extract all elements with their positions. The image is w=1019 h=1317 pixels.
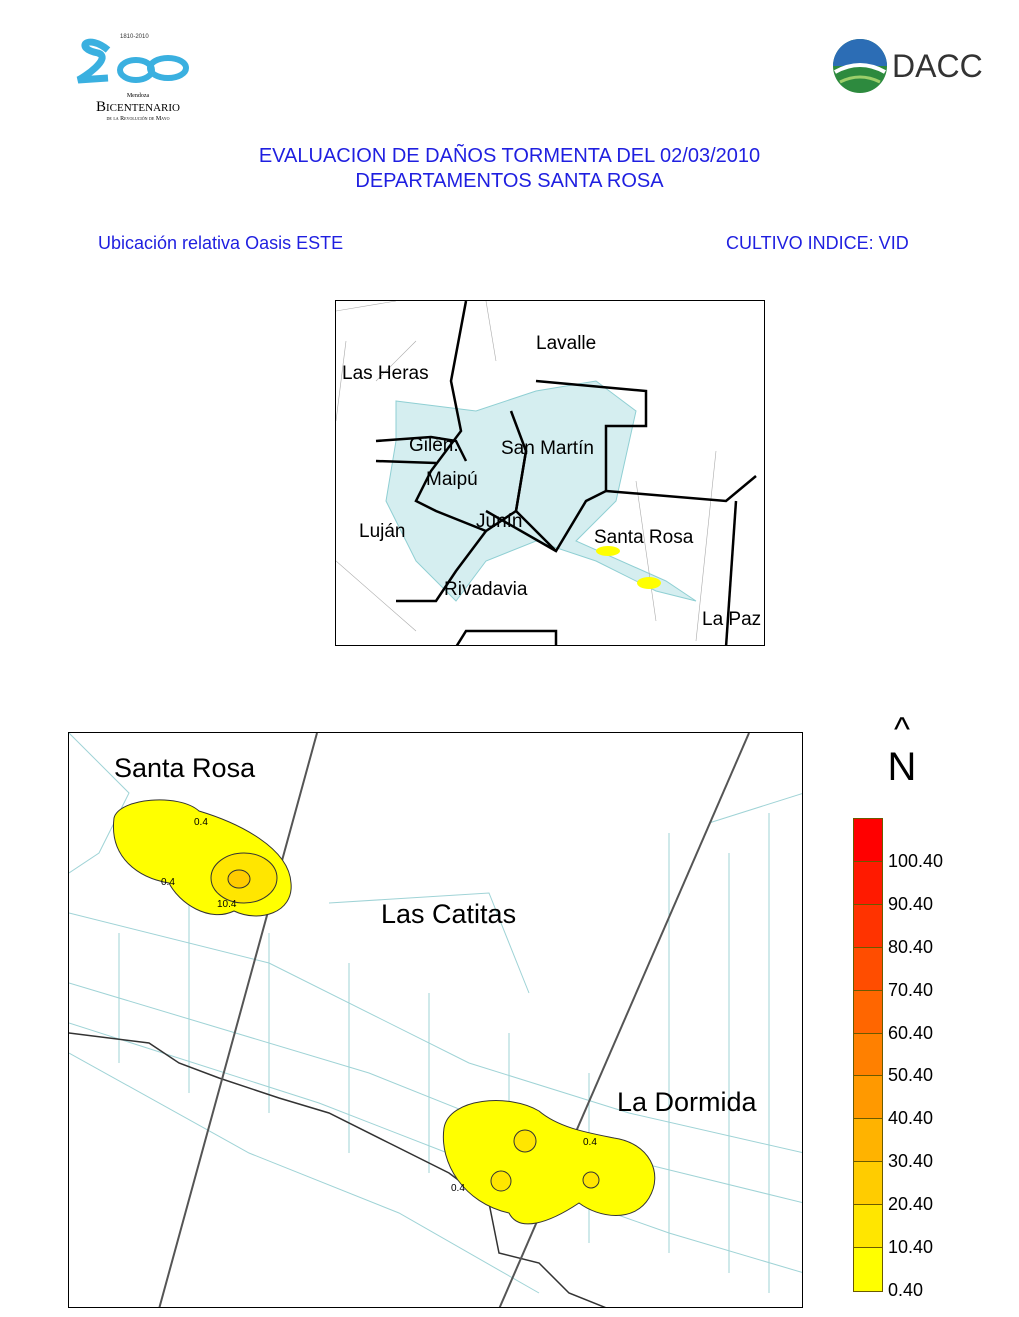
dacc-globe-icon [833, 39, 887, 93]
legend-swatch [854, 1076, 882, 1120]
inset-label-san-martin: San Martín [501, 438, 594, 459]
bicentenario-logo: 1810-2010 Mendoza Bicentenario de la Rev… [68, 28, 208, 123]
map-label-santa-rosa: Santa Rosa [114, 753, 256, 783]
legend-label: 20.40 [888, 1194, 934, 1215]
legend-label: 0.40 [888, 1280, 924, 1300]
legend-swatch [854, 1162, 882, 1206]
inset-label-junin: Junín [476, 511, 523, 532]
legend-swatch [854, 904, 882, 948]
contour-label: 0.4 [583, 1137, 597, 1148]
contour-label: 0.4 [194, 817, 208, 828]
legend-label: 90.40 [888, 893, 934, 914]
legend-label: 50.40 [888, 1065, 934, 1086]
subtitle-crop: CULTIVO INDICE: VID [726, 233, 909, 253]
legend-label: 60.40 [888, 1022, 934, 1043]
contour-label: 10.4 [217, 899, 237, 910]
inset-label-lavalle: Lavalle [536, 333, 597, 354]
north-letter: N [887, 745, 917, 789]
svg-text:1810-2010: 1810-2010 [120, 34, 149, 40]
logo-text-mendoza: Mendoza [126, 93, 150, 99]
legend-label: 70.40 [888, 979, 934, 1000]
legend-label: 100.40 [888, 850, 944, 871]
contour-label: 0.4 [161, 877, 175, 888]
legend-swatch [854, 947, 882, 991]
legend-swatch [854, 1205, 882, 1249]
inset-label-lujan: Luján [359, 521, 406, 542]
legend-swatch [854, 990, 882, 1034]
dacc-logo: DACC [830, 38, 1019, 94]
map-label-las-catitas: Las Catitas [381, 899, 517, 929]
page-title-line1: EVALUACION DE DAÑOS TORMENTA DEL 02/03/2… [258, 145, 761, 167]
map-label-la-dormida: La Dormida [617, 1087, 757, 1117]
ribbon-200-icon: 1810-2010 [76, 34, 189, 84]
contour-label: 0.4 [451, 1183, 465, 1194]
legend-swatch [854, 819, 882, 862]
inset-label-las-heras: Las Heras [342, 363, 429, 384]
inset-label-santa-rosa: Santa Rosa [594, 527, 694, 548]
page-title-line2: DEPARTAMENTOS SANTA ROSA [355, 170, 664, 192]
main-map-drawing: 0.4 0.4 10.4 0.4 0.4 [69, 733, 802, 1307]
subtitle-location: Ubicación relativa Oasis ESTE [98, 233, 344, 253]
inset-label-maipu: Maipú [426, 469, 478, 490]
legend-label: 10.40 [888, 1237, 934, 1258]
legend-label: 30.40 [888, 1151, 934, 1172]
logo-text-revolucion: de la Revolución de Mayo [106, 116, 170, 122]
legend-label: 80.40 [888, 936, 934, 957]
color-legend [853, 818, 883, 1292]
legend-swatch [854, 861, 882, 905]
legend-label: 40.40 [888, 1108, 934, 1129]
dacc-logo-text: DACC [892, 48, 983, 84]
inset-label-gilen: Gilén. [409, 435, 459, 456]
inset-label-la-paz: La Paz [702, 609, 762, 630]
north-arrow-caret: ^ [894, 711, 910, 749]
inset-label-rivadavia: Rivadavia [444, 579, 528, 600]
inset-map: Lavalle Las Heras Gilén. San Martín Maip… [335, 300, 765, 646]
legend-swatch [854, 1119, 882, 1163]
logo-text-bicentenario: Bicentenario [96, 99, 180, 115]
legend-swatch [854, 1248, 882, 1291]
main-map: 0.4 0.4 10.4 0.4 0.4 Santa Rosa Las Cati… [68, 732, 803, 1308]
inset-map-drawing [336, 301, 757, 645]
legend-swatch [854, 1033, 882, 1077]
north-arrow-icon: ^ N [880, 711, 924, 789]
